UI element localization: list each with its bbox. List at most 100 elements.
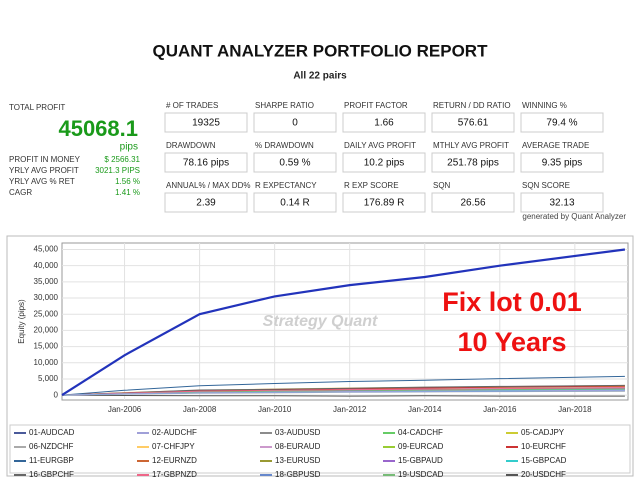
stat-label: SQN <box>433 181 451 190</box>
x-tick-label: Jan-2016 <box>483 405 517 414</box>
legend-label: 09-EURCAD <box>398 442 444 451</box>
stat-box <box>253 112 337 133</box>
stat-box <box>342 152 426 173</box>
legend-label: 04-CADCHF <box>398 428 443 437</box>
series-line <box>61 390 625 396</box>
stat-value: 0.14 R <box>280 198 309 209</box>
stat-box <box>253 192 337 213</box>
legend-label: 02-AUDCHF <box>152 428 197 437</box>
stat-box <box>520 112 604 133</box>
x-tick-label: Jan-2014 <box>408 405 442 414</box>
x-tick-label: Jan-2008 <box>183 405 217 414</box>
legend-label: 12-EURNZD <box>152 456 197 465</box>
legend-box <box>9 424 631 474</box>
annotation: Fix lot 0.01 <box>442 287 582 317</box>
summary-value: 1.41 % <box>115 188 140 197</box>
stat-value: 251.78 pips <box>447 158 499 169</box>
legend-label: 18-GBPUSD <box>275 470 321 479</box>
summary-label: CAGR <box>9 188 32 197</box>
stat-value: 2.39 <box>196 198 216 209</box>
stat-label: SQN SCORE <box>522 181 570 190</box>
report-title: QUANT ANALYZER PORTFOLIO REPORT <box>153 41 489 60</box>
stat-box <box>342 112 426 133</box>
x-tick-label: Jan-2012 <box>333 405 367 414</box>
x-tick-label: Jan-2006 <box>108 405 142 414</box>
stat-label: DAILY AVG PROFIT <box>344 141 416 150</box>
summary-value: 1.56 % <box>115 177 140 186</box>
series-line <box>61 248 626 397</box>
stat-value: 10.2 pips <box>364 158 405 169</box>
summary-label: PROFIT IN MONEY <box>9 155 81 164</box>
stat-box <box>520 192 604 213</box>
stat-value: 78.16 pips <box>183 158 229 169</box>
legend-label: 06-NZDCHF <box>29 442 74 451</box>
stat-box <box>520 152 604 173</box>
legend-label: 15-GBPCAD <box>521 456 567 465</box>
stat-label: R EXPECTANCY <box>255 181 317 190</box>
stat-value: 0 <box>292 118 298 129</box>
stat-label: SHARPE RATIO <box>255 101 314 110</box>
x-tick-label: Jan-2010 <box>258 405 292 414</box>
stat-value: 32.13 <box>549 198 574 209</box>
stat-value: 176.89 R <box>364 198 405 209</box>
footer: generated by Quant Analyzer <box>522 212 626 221</box>
y-tick-label: 30,000 <box>34 293 59 302</box>
summary-value: $ 2566.31 <box>104 155 140 164</box>
legend-label: 13-EURUSD <box>275 456 321 465</box>
y-tick-label: 45,000 <box>34 245 59 254</box>
legend-label: 16-GBPCHF <box>29 470 74 479</box>
stat-box <box>431 152 515 173</box>
y-tick-label: 10,000 <box>34 358 59 367</box>
stat-box <box>164 112 248 133</box>
total-unit: pips <box>120 142 138 153</box>
stats: PROFIT IN MONEY $ 2566.31 YRLY AVG PROFIT 3… <box>9 101 604 213</box>
y-tick-label: 40,000 <box>34 261 59 270</box>
y-tick-label: 0 <box>54 390 59 399</box>
series-line <box>61 387 625 396</box>
stat-label: DRAWDOWN <box>166 141 216 150</box>
legend-label: 05-CADJPY <box>521 428 565 437</box>
stat-box <box>431 192 515 213</box>
summary-label: YRLY AVG % RET <box>9 177 75 186</box>
y-tick-label: 35,000 <box>34 277 59 286</box>
watermark: Strategy Quant <box>263 313 378 330</box>
summary-value: 3021.3 PIPS <box>95 166 140 175</box>
series-line <box>61 375 625 396</box>
stat-value: 79.4 % <box>546 118 577 129</box>
legend-label: 19-USDCAD <box>398 470 444 479</box>
stat-box <box>253 152 337 173</box>
stat-value: 0.59 % <box>279 158 310 169</box>
legend-label: 15-GBPAUD <box>398 456 443 465</box>
stat-label: ANNUAL% / MAX DD% <box>166 181 250 190</box>
legend-label: 03-AUDUSD <box>275 428 321 437</box>
total-label: TOTAL PROFIT <box>9 103 65 112</box>
chart: 0 5,000 10,000 15,000 20,000 25,000 30,000 35,0… <box>9 242 631 485</box>
legend-label: 01-AUDCAD <box>29 428 75 437</box>
stat-value: 9.35 pips <box>542 158 583 169</box>
stat-label: R EXP SCORE <box>344 181 399 190</box>
y-axis-label: Equity (pips) <box>17 299 26 344</box>
legend-label: 11-EURGBP <box>29 456 74 465</box>
annotation: 10 Years <box>457 327 566 357</box>
plot-area <box>61 242 629 401</box>
y-tick-label: 5,000 <box>38 374 59 383</box>
stat-value: 1.66 <box>374 118 394 129</box>
stat-box <box>431 112 515 133</box>
stat-label: AVERAGE TRADE <box>522 141 589 150</box>
stat-label: MTHLY AVG PROFIT <box>433 141 509 150</box>
stat-label: % DRAWDOWN <box>255 141 314 150</box>
x-tick-label: Jan-2018 <box>558 405 592 414</box>
stat-box <box>164 192 248 213</box>
stat-box <box>164 152 248 173</box>
series-line <box>61 394 625 397</box>
stat-box <box>342 192 426 213</box>
stat-value: 576.61 <box>458 118 489 129</box>
legend-label: 10-EURCHF <box>521 442 566 451</box>
summary-label: YRLY AVG PROFIT <box>9 166 79 175</box>
report-subtitle: All 22 pairs <box>293 71 347 82</box>
stat-label: RETURN / DD RATIO <box>433 101 511 110</box>
stat-value: 19325 <box>192 118 220 129</box>
legend-label: 17-GBPNZD <box>152 470 197 479</box>
stat-label: PROFIT FACTOR <box>344 101 408 110</box>
